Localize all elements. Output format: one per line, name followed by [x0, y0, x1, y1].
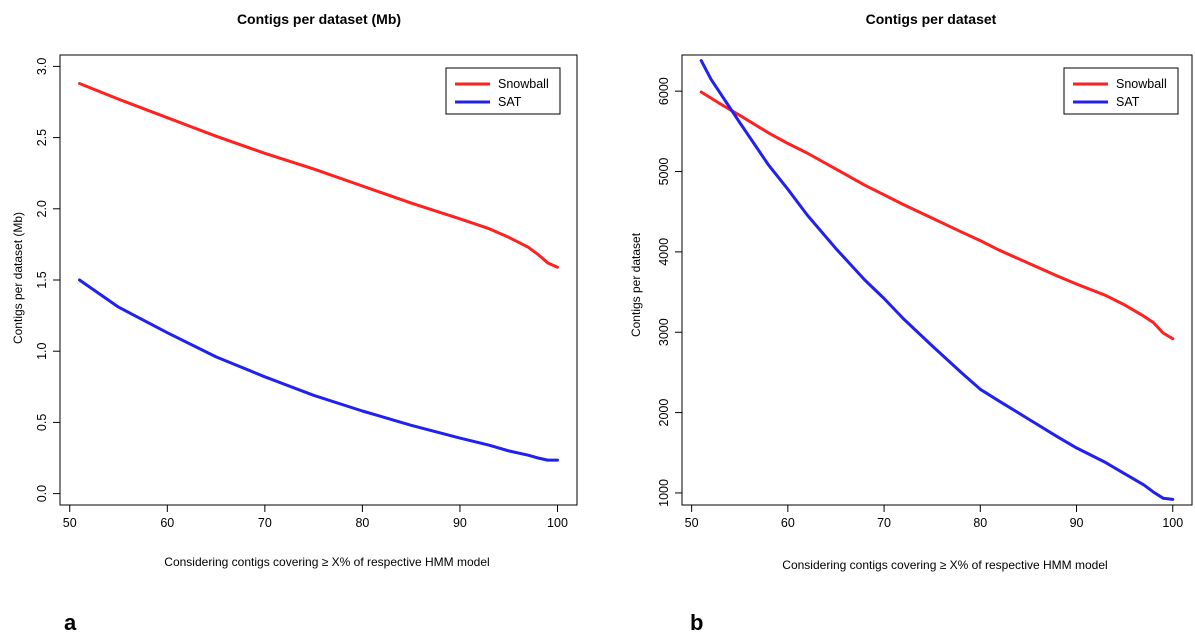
chart-b-legend-label-snowball: Snowball: [1116, 77, 1167, 91]
chart-a-panel-letter: a: [64, 610, 77, 635]
chart-a-y-tick-label: 1.5: [35, 271, 49, 288]
chart-a-series-line-snowball: [78, 82, 559, 269]
chart-a-x-tick-label: 100: [547, 516, 568, 530]
chart-a-y-tick-label: 3.0: [35, 58, 49, 75]
chart-a-legend-label-sat: SAT: [498, 95, 522, 109]
chart-a-x-tick-label: 60: [160, 516, 174, 530]
chart-a-x-ticks: 50 60 70 80 90 100: [63, 504, 568, 530]
chart-a-legend-box: [445, 67, 561, 115]
chart-a-y-tick-label: 2.5: [35, 129, 49, 146]
chart-b-plot-frame: [681, 54, 1193, 506]
chart-a-y-tick-label: 0.0: [35, 485, 49, 502]
chart-a-legend: Snowball SAT: [445, 67, 561, 115]
chart-b-y-ticks: 1000 2000 3000 4000 5000 6000: [657, 77, 682, 507]
chart-b-panel-letter: b: [690, 610, 703, 635]
chart-b-legend: Snowball SAT: [1063, 67, 1179, 115]
chart-b-x-tick-label: 90: [1070, 516, 1084, 530]
chart-b-title: Contigs per dataset: [866, 11, 997, 27]
chart-a-title: Contigs per dataset (Mb): [237, 11, 401, 27]
chart-a-x-tick-label: 90: [453, 516, 467, 530]
chart-panel-a: Contigs per dataset (Mb) 50 60 70 80 90 100 0…: [11, 11, 578, 635]
chart-a-x-axis-label: Considering contigs covering ≥ X% of res…: [164, 555, 489, 569]
chart-b-series: [699, 59, 1175, 501]
chart-b-y-tick-label: 2000: [657, 399, 671, 427]
chart-b-x-axis-label: Considering contigs covering ≥ X% of res…: [782, 558, 1107, 572]
chart-b-x-tick-label: 60: [781, 516, 795, 530]
chart-b-x-tick-label: 70: [877, 516, 891, 530]
chart-a-y-tick-label: 2.0: [35, 200, 49, 217]
chart-a-x-tick-label: 70: [258, 516, 272, 530]
chart-a-series: [78, 82, 559, 462]
chart-a-x-tick-label: 50: [63, 516, 77, 530]
chart-a-y-tick-label: 0.5: [35, 414, 49, 431]
chart-a-plot-frame: [59, 54, 578, 506]
chart-panel-b: Contigs per dataset 50 60 70 80 90 100 1000 20…: [629, 11, 1193, 635]
chart-b-y-tick-label: 5000: [657, 158, 671, 186]
chart-b-legend-box: [1063, 67, 1179, 115]
chart-a-series-line-sat: [78, 278, 559, 462]
chart-b-y-tick-label: 6000: [657, 77, 671, 105]
chart-b-x-tick-label: 50: [685, 516, 699, 530]
chart-b-legend-label-sat: SAT: [1116, 95, 1140, 109]
chart-a-y-axis-label: Contigs per dataset (Mb): [11, 212, 25, 344]
chart-b-y-tick-label: 1000: [657, 479, 671, 507]
chart-b-x-tick-label: 100: [1162, 516, 1183, 530]
chart-b-x-ticks: 50 60 70 80 90 100: [685, 504, 1183, 530]
chart-b-y-tick-label: 4000: [657, 238, 671, 266]
chart-b-x-tick-label: 80: [973, 516, 987, 530]
chart-a-x-tick-label: 80: [355, 516, 369, 530]
chart-b-y-axis-label: Contigs per dataset: [629, 232, 643, 337]
chart-b-series-line-snowball: [699, 90, 1175, 341]
chart-a-y-ticks: 0.0 0.5 1.0 1.5 2.0 2.5 3.0: [35, 58, 60, 502]
chart-a-y-tick-label: 1.0: [35, 342, 49, 359]
chart-a-legend-label-snowball: Snowball: [498, 77, 549, 91]
chart-b-y-tick-label: 3000: [657, 318, 671, 346]
chart-b-series-line-sat: [699, 59, 1175, 501]
